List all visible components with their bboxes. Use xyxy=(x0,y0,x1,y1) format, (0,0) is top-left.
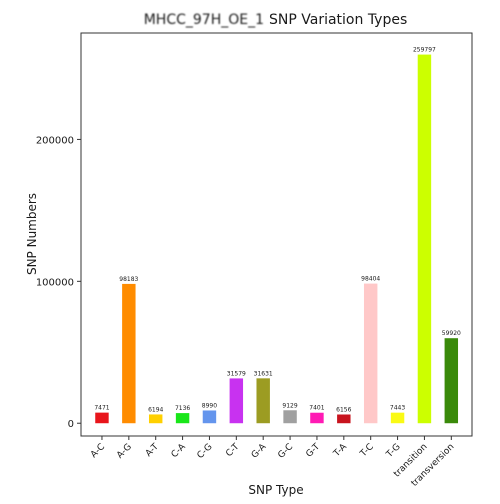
bars-layer xyxy=(95,54,459,424)
bar xyxy=(444,338,459,424)
x-tick-label: A-G xyxy=(115,442,134,461)
bar xyxy=(229,378,244,424)
bar-value-label: 9129 xyxy=(282,402,297,409)
y-tick-label: 100000 xyxy=(36,277,74,288)
bar xyxy=(202,410,217,424)
bar-value-label: 8990 xyxy=(202,402,217,409)
plot-area xyxy=(80,32,473,437)
bar xyxy=(283,410,297,424)
bar xyxy=(148,414,163,424)
bar-value-label: 7443 xyxy=(390,405,405,412)
bar-value-label: 7136 xyxy=(175,405,190,412)
x-tick-label: G-T xyxy=(304,442,322,460)
bar xyxy=(337,414,351,424)
bar-value-label: 31579 xyxy=(227,370,246,377)
value-labels-layer: 7471 98183 6194 7136 8990 31579 31631 9129 7401 6… xyxy=(94,47,461,414)
bar-value-label: 7471 xyxy=(94,405,109,412)
x-tick-label: G-C xyxy=(276,442,295,461)
bar-value-label: 31631 xyxy=(254,370,273,377)
x-tick-label: T-G xyxy=(384,442,403,461)
y-axis-label: SNP Numbers xyxy=(25,193,39,275)
x-axis-label: SNP Type xyxy=(248,483,303,497)
y-tick-label: 200000 xyxy=(36,135,74,146)
x-tick-label: C-G xyxy=(196,442,215,461)
x-tick-label: T-C xyxy=(358,442,376,460)
x-tick-label: A-T xyxy=(144,442,161,459)
x-tick-label: G-A xyxy=(250,441,269,460)
x-axis: A-C A-G A-T C-A C-G C-T G-A G-C G-T T-A T-C T-Gtran… xyxy=(89,436,456,489)
x-tick-label: C-A xyxy=(170,441,189,460)
bar-value-label: 98404 xyxy=(361,276,380,283)
bar xyxy=(122,283,136,424)
bar xyxy=(95,412,109,424)
chart-title: MHCC_97H_OE_1 SNP Variation Types xyxy=(144,12,408,28)
bar xyxy=(175,413,190,424)
chart-title-sample-id: MHCC_97H_OE_1 xyxy=(144,12,264,28)
y-axis: 0 100000 200000 xyxy=(36,135,81,430)
bar xyxy=(417,54,432,424)
x-tick-label: A-C xyxy=(89,442,107,460)
bar-value-label: 7401 xyxy=(309,405,324,412)
x-tick-label: C-T xyxy=(224,442,241,459)
bar-value-label: 59920 xyxy=(442,330,461,337)
x-tick-label: T-A xyxy=(331,441,349,459)
bar xyxy=(390,412,405,424)
bar xyxy=(310,412,324,424)
bar xyxy=(256,378,270,424)
bar xyxy=(363,283,378,424)
bar-value-label: 6156 xyxy=(336,406,351,413)
bar-value-label: 6194 xyxy=(148,406,163,413)
bar-value-label: 98183 xyxy=(119,276,138,283)
chart-title-text: SNP Variation Types xyxy=(269,12,407,28)
bar-value-label: 259797 xyxy=(413,47,436,54)
y-tick-label: 0 xyxy=(68,419,74,430)
